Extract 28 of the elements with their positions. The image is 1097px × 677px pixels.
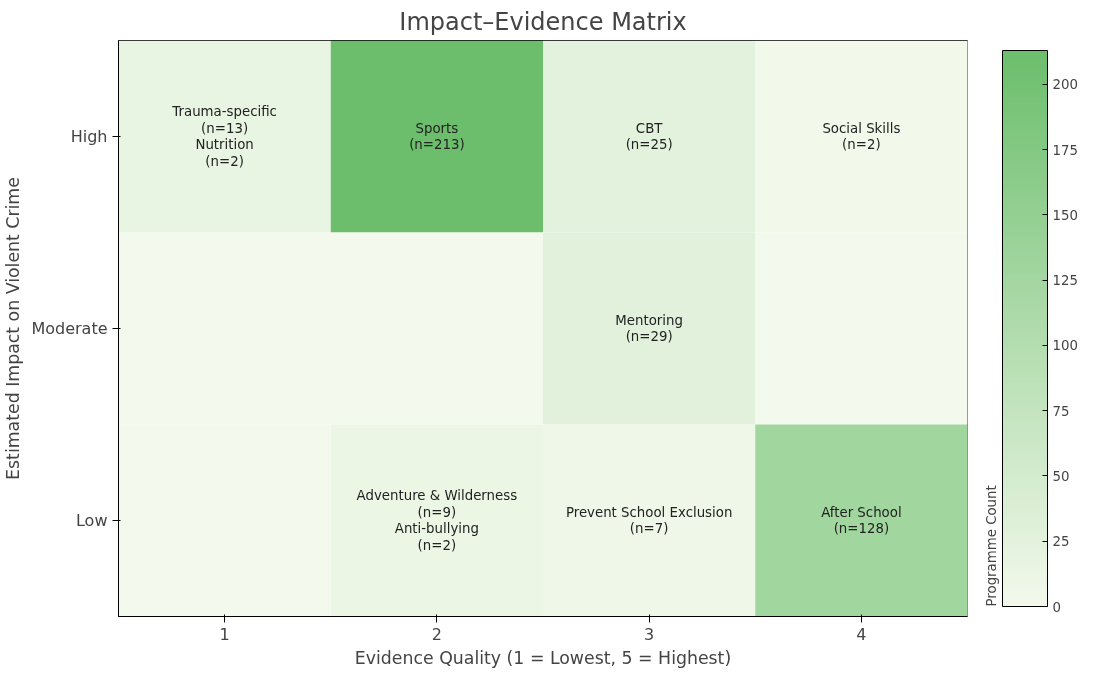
y-tick-label: Moderate	[31, 319, 108, 338]
x-tick-label: 3	[644, 624, 655, 644]
color-bar-label: 25	[1052, 534, 1070, 550]
y-tick-label: High	[70, 127, 108, 146]
y-tick-label: Low	[75, 511, 108, 530]
color-bar-label: 175	[1052, 142, 1078, 158]
data-label: CBT (n=25)	[625, 120, 673, 153]
color-bar-label: 0	[1052, 599, 1061, 615]
chart-title: Impact–Evidence Matrix	[399, 7, 687, 36]
color-bar-label: 75	[1052, 403, 1070, 419]
x-tick-label: 1	[219, 624, 230, 644]
data-label: Prevent School Exclusion (n=7)	[565, 504, 733, 537]
y-axis-title: Estimated Impact on Violent Crime	[3, 177, 24, 480]
data-label: Sports (n=213)	[409, 120, 465, 153]
color-bar-title: Programme Count	[983, 485, 999, 607]
color-bar-label: 50	[1052, 468, 1070, 484]
data-label: Social Skills (n=2)	[822, 120, 901, 153]
x-axis-title: Evidence Quality (1 = Lowest, 5 = Highest)	[354, 647, 732, 668]
color-bar-label: 150	[1052, 207, 1078, 223]
color-bar-label: 125	[1052, 273, 1078, 289]
data-label: Trauma-specific (n=13) Nutrition (n=2)	[171, 104, 277, 169]
color-bar-label: 100	[1052, 338, 1078, 354]
data-label: Mentoring (n=29)	[615, 312, 683, 345]
color-bar-label: 200	[1052, 77, 1078, 93]
data-label: After School (n=128)	[821, 504, 902, 537]
x-tick-label: 2	[431, 624, 442, 644]
x-tick-label: 4	[856, 624, 867, 644]
data-label: Adventure & Wilderness (n=9) Anti-bullying (n=2)	[356, 488, 518, 553]
